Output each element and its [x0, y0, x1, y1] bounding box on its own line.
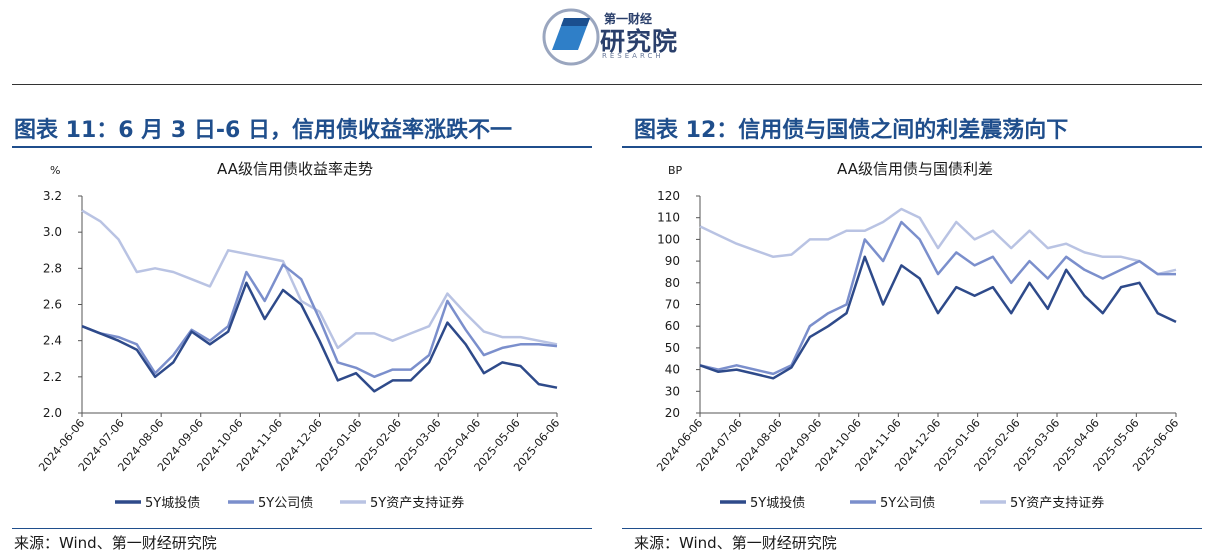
- left-figure-title: 图表 11：6 月 3 日-6 日，信用债收益率涨跌不一: [14, 118, 512, 143]
- y-tick-label: 2.6: [43, 298, 62, 312]
- y-tick-label: 60: [665, 319, 680, 333]
- y-tick-label: 100: [657, 232, 680, 246]
- y-tick-label: 2.4: [43, 334, 62, 348]
- legend-label: 5Y城投债: [750, 495, 805, 511]
- logo-text-top: 第一财经: [604, 12, 653, 26]
- y-tick-label: 40: [665, 363, 680, 377]
- legend-label: 5Y公司债: [258, 496, 313, 511]
- y-tick-label: 20: [665, 406, 680, 420]
- y-tick-label: 3.2: [43, 189, 62, 203]
- research-institute-logo: [542, 8, 600, 66]
- right-source-rule: [622, 528, 1202, 529]
- y-tick-label: 50: [665, 341, 680, 355]
- y-tick-label: 2.0: [43, 406, 62, 420]
- legend-label: 5Y城投债: [145, 495, 200, 511]
- y-tick-label: 2.2: [43, 370, 62, 384]
- left-source-note: 来源：Wind、第一财经研究院: [14, 534, 217, 552]
- series-line-2: [699, 220, 1176, 376]
- y-tick-label: 110: [657, 211, 680, 225]
- series-line-1: [81, 281, 558, 393]
- credit-spread-chart: AA级信用债与国债利差BP203040506070809010011012020…: [654, 160, 1181, 511]
- legend-label: 5Y公司债: [880, 496, 935, 511]
- left-source-rule: [12, 528, 592, 529]
- y-tick-label: 3.0: [43, 225, 62, 239]
- y-tick-label: 2.8: [43, 261, 62, 275]
- series-line-1: [699, 255, 1177, 380]
- right-title-rule: [622, 146, 1202, 148]
- y-tick-label: 90: [665, 254, 680, 268]
- legend-label: 5Y资产支持证券: [370, 495, 464, 511]
- chart-title: AA级信用债与国债利差: [837, 160, 993, 178]
- left-title-rule: [12, 146, 592, 148]
- credit-yield-chart: AA级信用债收益率走势%2.02.22.42.62.83.03.22024-06…: [36, 160, 562, 511]
- y-tick-label: 120: [657, 189, 680, 203]
- logo-text-sub: RESEARCH: [602, 52, 664, 60]
- series-line-3: [699, 207, 1177, 276]
- series-line-2: [81, 263, 558, 379]
- right-source-note: 来源：Wind、第一财经研究院: [634, 534, 837, 552]
- header-divider: [12, 84, 1202, 85]
- y-tick-label: 30: [665, 384, 680, 398]
- legend-label: 5Y资产支持证券: [1010, 495, 1104, 511]
- series-line-3: [81, 209, 558, 350]
- y-tick-label: 70: [665, 298, 680, 312]
- logo-text-main: 研究院: [600, 27, 679, 56]
- right-figure-title: 图表 12：信用债与国债之间的利差震荡向下: [634, 118, 1069, 143]
- y-axis-unit-label: BP: [668, 164, 683, 177]
- y-tick-label: 80: [665, 276, 680, 290]
- chart-title: AA级信用债收益率走势: [217, 160, 373, 178]
- y-axis-unit-label: %: [50, 164, 60, 177]
